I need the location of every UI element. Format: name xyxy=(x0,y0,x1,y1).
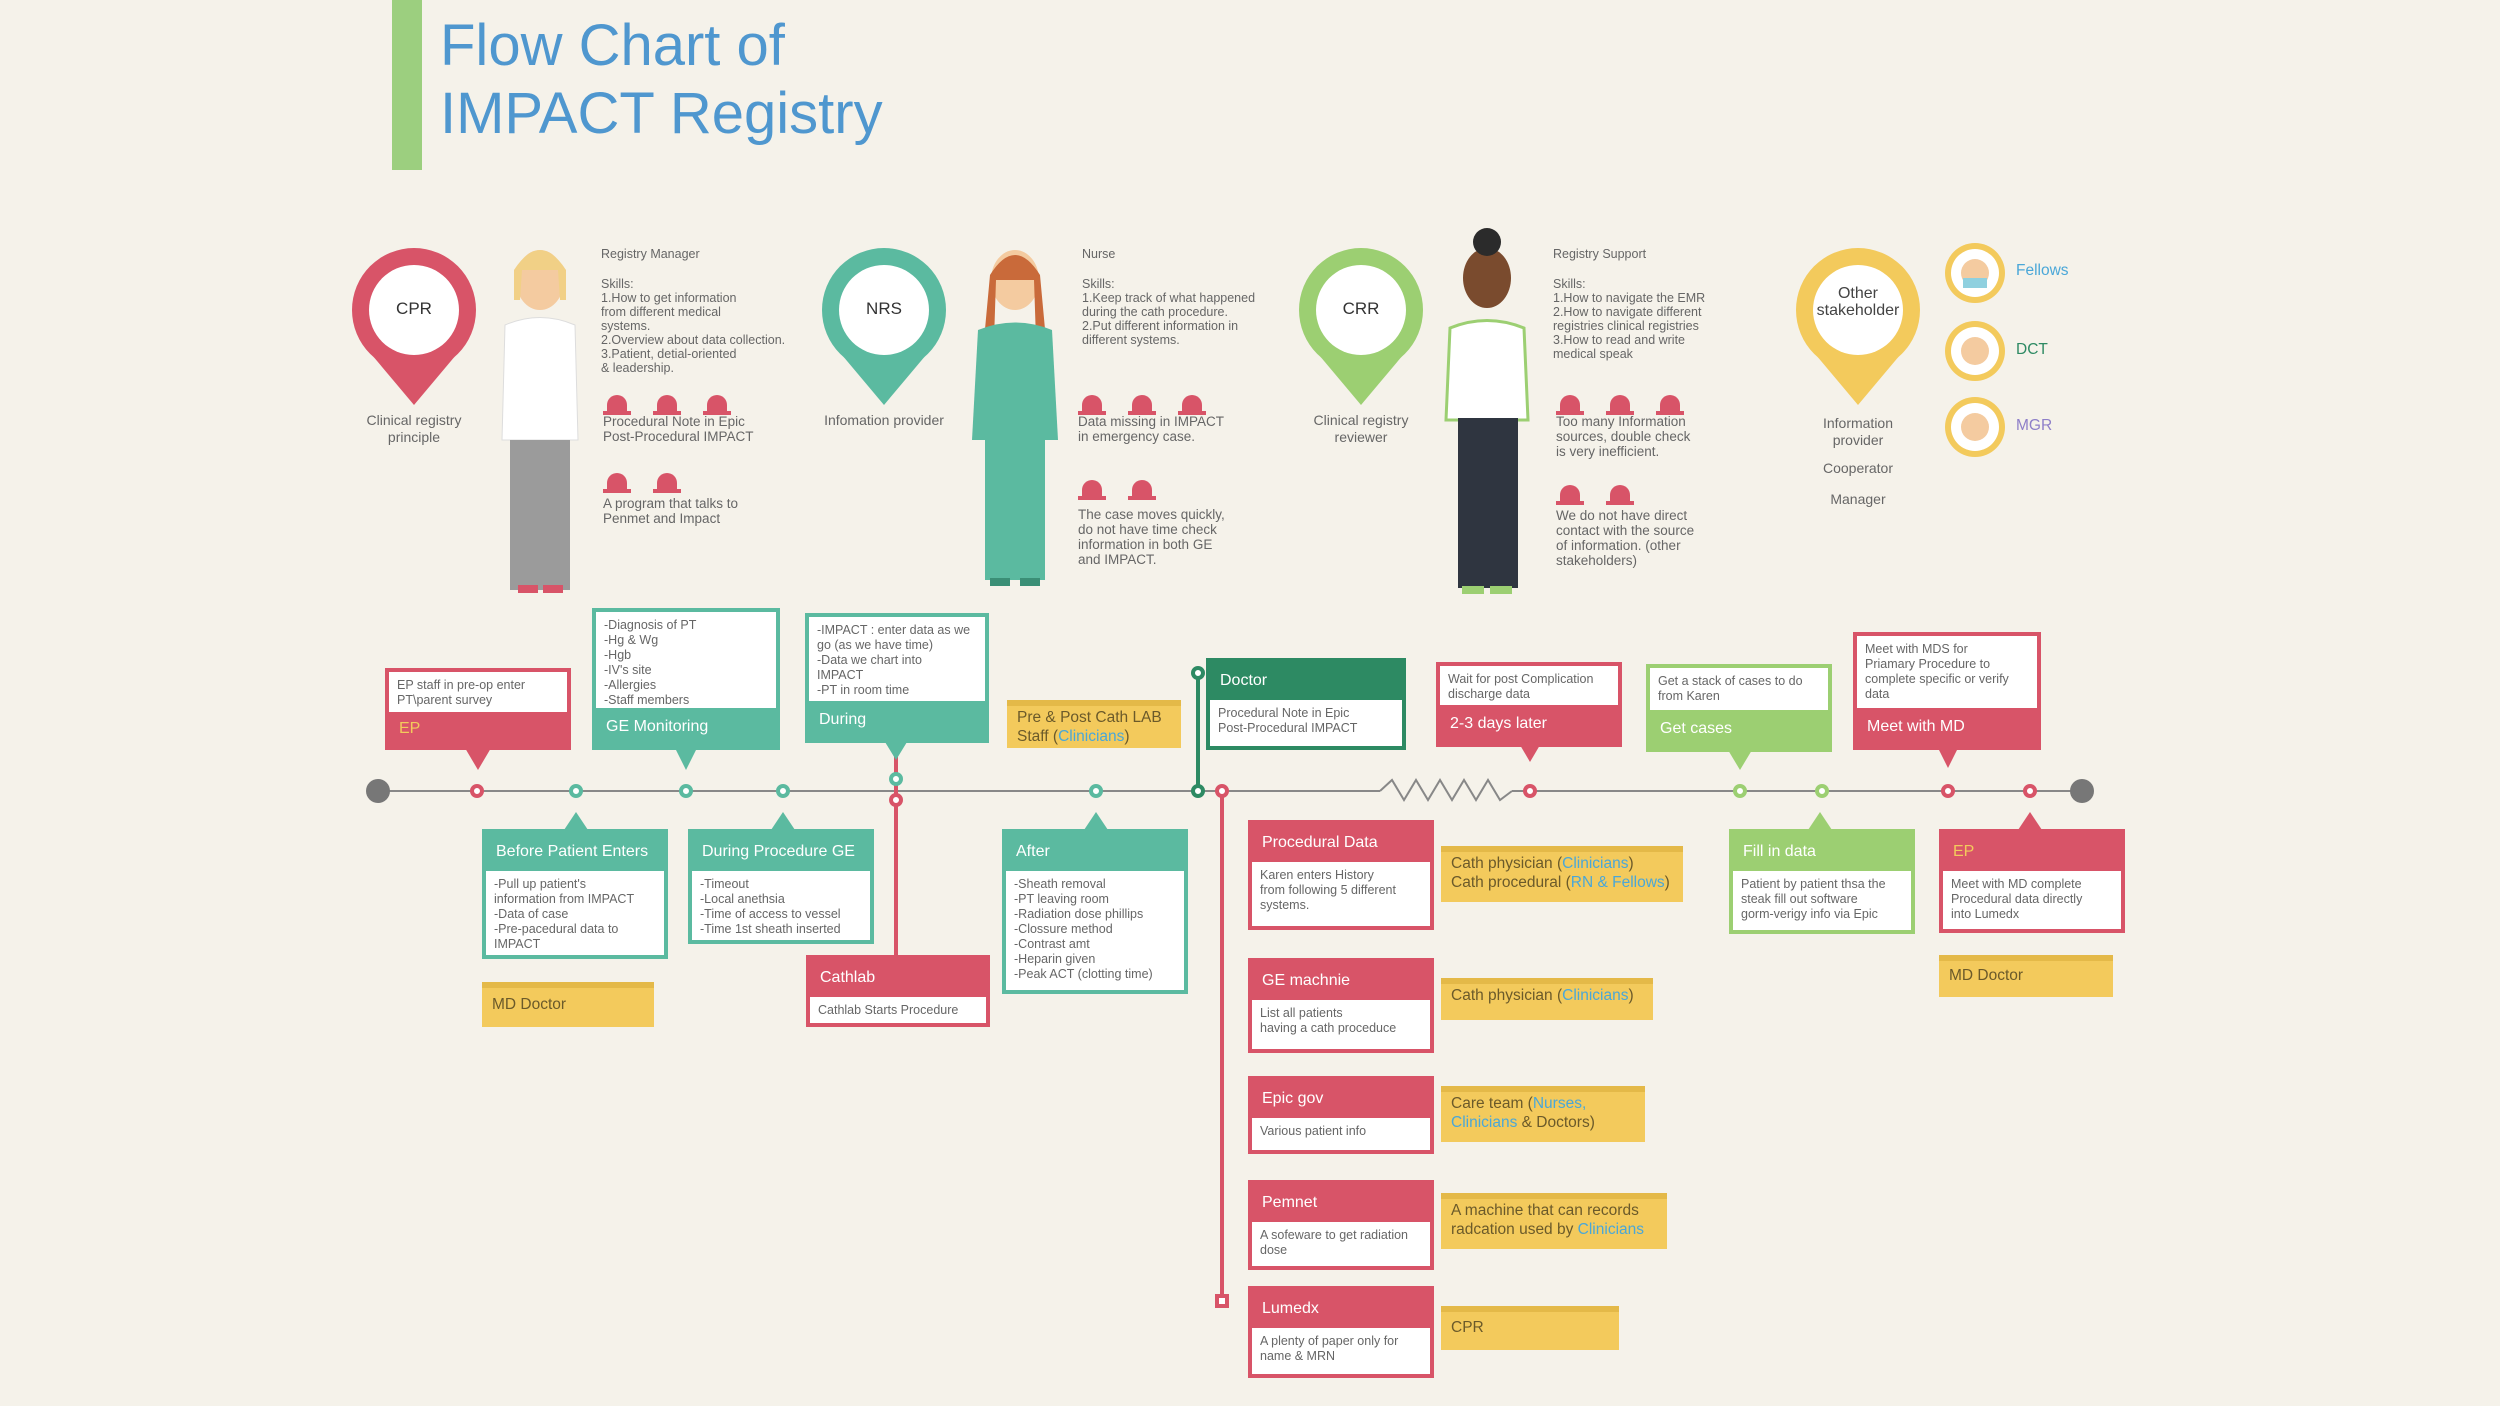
other-label-coop: Cooperator xyxy=(1822,460,1894,476)
registry-support-figure-icon xyxy=(1444,228,1530,594)
alarm-icon xyxy=(603,473,631,493)
timeline-node xyxy=(1089,784,1103,798)
after-box: After -Sheath removal -PT leaving room -… xyxy=(1002,829,1188,994)
timeline-node xyxy=(1941,784,1955,798)
timeline-node xyxy=(2023,784,2037,798)
during-procedure-ge-box: During Procedure GE -Timeout -Local anet… xyxy=(688,829,874,944)
timeline-node xyxy=(569,784,583,798)
alarm-icon xyxy=(703,395,731,415)
alarm-icon xyxy=(1128,480,1156,500)
mgr-label: MGR xyxy=(2016,417,2053,434)
nurse-skills: Skills: 1.Keep track of what happened du… xyxy=(1082,277,1256,347)
pin-crr-label: CRR xyxy=(1342,299,1380,318)
md-doctor-note-2: MD Doctor xyxy=(1939,955,2113,997)
ge-machine-box: GE machnie List all patients having a ca… xyxy=(1248,958,1434,1053)
pin-other-icon xyxy=(1796,248,1920,405)
page-title: Flow Chart of IMPACT Registry xyxy=(440,13,883,146)
registry-manager-title: Registry Manager xyxy=(601,247,700,261)
pemnet-box: Pemnet A sofeware to get radiation dose xyxy=(1248,1180,1434,1270)
alarm-icon xyxy=(1606,395,1634,415)
fill-in-data-box: Fill in data Patient by patient thsa the… xyxy=(1729,829,1915,934)
md-doctor-note: MD Doctor xyxy=(482,982,654,1027)
alarm-icon xyxy=(1656,395,1684,415)
crr-subtitle: Clinical registry reviewer xyxy=(1313,412,1409,445)
alarm-icon xyxy=(1078,395,1106,415)
alarm-icon xyxy=(653,395,681,415)
timeline-node xyxy=(1191,666,1205,680)
timeline-node xyxy=(470,784,484,798)
title-accent-bar xyxy=(392,0,422,170)
timeline-start xyxy=(366,779,390,803)
pin-cpr-label: CPR xyxy=(396,299,432,318)
alarm-icon xyxy=(1078,480,1106,500)
timeline-node xyxy=(1523,784,1537,798)
fellows-label: Fellows xyxy=(2016,262,2069,279)
prepost-note: Pre & Post Cath LAB Staff (Clinicians) xyxy=(1007,700,1181,748)
alarm-icon xyxy=(1128,395,1156,415)
registry-support-title: Registry Support xyxy=(1553,247,1647,261)
timeline-node xyxy=(1215,1294,1229,1308)
pin-cpr-icon xyxy=(352,248,476,405)
nurse-figure-icon xyxy=(972,250,1058,586)
other-label-info: Information provider xyxy=(1822,415,1894,448)
other-label-mgr: Manager xyxy=(1830,491,1886,507)
registry-support-issue: Too many Information sources, double che… xyxy=(1556,414,1691,459)
alarm-icon xyxy=(1606,485,1634,505)
get-cases-box: Get a stack of cases to do from Karen Ge… xyxy=(1646,664,1832,752)
alarm-icon xyxy=(603,395,631,415)
fellows-avatar-icon xyxy=(1945,243,2005,303)
mgr-avatar-icon xyxy=(1945,397,2005,457)
timeline-node xyxy=(1215,784,1229,798)
pin-crr-icon xyxy=(1299,248,1423,405)
procedural-data-box: Procedural Data Karen enters History fro… xyxy=(1248,820,1434,930)
registry-support-skills: Skills: 1.How to navigate the EMR 2.How … xyxy=(1553,277,1706,361)
dct-label: DCT xyxy=(2016,341,2048,358)
pin-nrs-icon xyxy=(822,248,946,405)
alarm-icon xyxy=(1178,395,1206,415)
nurse-issue: The case moves quickly, do not have time… xyxy=(1078,507,1225,567)
nrs-subtitle: Infomation provider xyxy=(824,412,944,428)
before-patient-box: Before Patient Enters -Pull up patient's… xyxy=(482,829,668,959)
ge-monitoring-box: -Diagnosis of PT -Hg & Wg -Hgb -IV's sit… xyxy=(592,608,780,750)
ep-box: EP staff in pre-op enter PT\parent surve… xyxy=(385,668,571,750)
cpr-subtitle: Clinical registry principle xyxy=(366,412,462,445)
epic-gov-box: Epic gov Various patient info xyxy=(1248,1076,1434,1154)
timeline-node xyxy=(1733,784,1747,798)
ep-bottom-box: EP Meet with MD complete Procedural data… xyxy=(1939,829,2125,933)
registry-manager-issue: Procedural Note in Epic Post-Procedural … xyxy=(603,414,754,444)
pin-nrs-label: NRS xyxy=(866,299,902,318)
registry-manager-figure-icon xyxy=(501,250,579,593)
timeline-node xyxy=(889,772,903,786)
timeline-node xyxy=(776,784,790,798)
timeline-node xyxy=(889,793,903,807)
timeline-node xyxy=(1815,784,1829,798)
registry-manager-skills: Skills: 1.How to get information from di… xyxy=(601,277,786,375)
timeline-node xyxy=(1191,784,1205,798)
wait-box: Wait for post Complication discharge dat… xyxy=(1436,662,1622,747)
nurse-issue: Data missing in IMPACT in emergency case… xyxy=(1078,414,1225,444)
care-team-note: Care team (Nurses, Clinicians & Doctors) xyxy=(1441,1086,1645,1142)
cpr-note: CPR xyxy=(1441,1306,1619,1350)
lumedx-box: Lumedx A plenty of paper only for name &… xyxy=(1248,1286,1434,1378)
doctor-box: Doctor Procedural Note in Epic Post-Proc… xyxy=(1206,658,1406,750)
timeline-node xyxy=(679,784,693,798)
registry-support-issue: We do not have direct contact with the s… xyxy=(1556,508,1695,568)
dct-avatar-icon xyxy=(1945,321,2005,381)
cath-physician-note-2: Cath physician (Clinicians) xyxy=(1441,978,1653,1020)
alarm-icon xyxy=(653,473,681,493)
alarm-icon xyxy=(1556,485,1584,505)
during-box: -IMPACT : enter data as we go (as we hav… xyxy=(805,613,989,743)
cath-physician-note: Cath physician (Clinicians) Cath procedu… xyxy=(1441,846,1683,902)
cathlab-box: Cathlab Cathlab Starts Procedure xyxy=(806,955,990,1027)
pin-other-label: Other stakeholder xyxy=(1816,285,1900,319)
nurse-title: Nurse xyxy=(1082,247,1116,261)
registry-manager-issue: A program that talks to Penmet and Impac… xyxy=(603,496,739,526)
meet-md-box: Meet with MDS for Priamary Procedure to … xyxy=(1853,632,2041,750)
alarm-icons xyxy=(603,395,1684,505)
machine-note: A machine that can records radcation use… xyxy=(1441,1193,1667,1249)
timeline-end xyxy=(2070,779,2094,803)
alarm-icon xyxy=(1556,395,1584,415)
